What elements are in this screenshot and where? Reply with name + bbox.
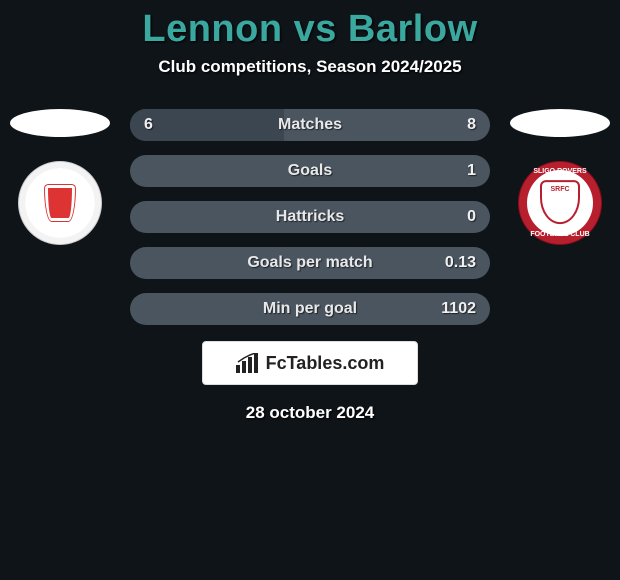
club-badge-right-text-bot: FOOTBALL CLUB [519, 231, 601, 238]
stat-bar-goals: Goals 1 [130, 155, 490, 187]
stats-column: 6 Matches 8 Goals 1 Hattricks 0 Goals pe… [110, 109, 510, 423]
club-badge-left [18, 161, 102, 245]
stat-label: Matches [278, 116, 342, 134]
page-title: Lennon vs Barlow [0, 0, 620, 51]
stat-bar-hattricks: Hattricks 0 [130, 201, 490, 233]
snapshot-date: 28 october 2024 [130, 403, 490, 423]
club-badge-left-shield [45, 185, 75, 221]
stat-right-value: 1 [467, 162, 476, 180]
stat-left-value: 6 [144, 116, 153, 134]
comparison-row: 6 Matches 8 Goals 1 Hattricks 0 Goals pe… [0, 109, 620, 423]
stat-bar-gpm: Goals per match 0.13 [130, 247, 490, 279]
stat-label: Goals per match [247, 254, 372, 272]
branding-chart-icon [236, 353, 260, 373]
stat-fill-left [130, 109, 284, 141]
stat-label: Min per goal [263, 300, 357, 318]
player-avatar-placeholder-right [510, 109, 610, 137]
branding-badge: FcTables.com [202, 341, 418, 385]
stat-label: Hattricks [276, 208, 344, 226]
stat-right-value: 8 [467, 116, 476, 134]
club-badge-right-initials: SRFC [542, 186, 578, 193]
page-subtitle: Club competitions, Season 2024/2025 [0, 57, 620, 77]
club-badge-right: SLIGO ROVERS SRFC FOOTBALL CLUB [518, 161, 602, 245]
player-avatar-placeholder-left [10, 109, 110, 137]
left-player-col [10, 109, 110, 245]
stat-bar-matches: 6 Matches 8 [130, 109, 490, 141]
branding-text: FcTables.com [266, 353, 385, 374]
stat-right-value: 1102 [441, 300, 476, 318]
stat-right-value: 0.13 [445, 254, 476, 272]
stat-right-value: 0 [467, 208, 476, 226]
stat-label: Goals [288, 162, 332, 180]
stat-bar-mpg: Min per goal 1102 [130, 293, 490, 325]
right-player-col: SLIGO ROVERS SRFC FOOTBALL CLUB [510, 109, 610, 245]
